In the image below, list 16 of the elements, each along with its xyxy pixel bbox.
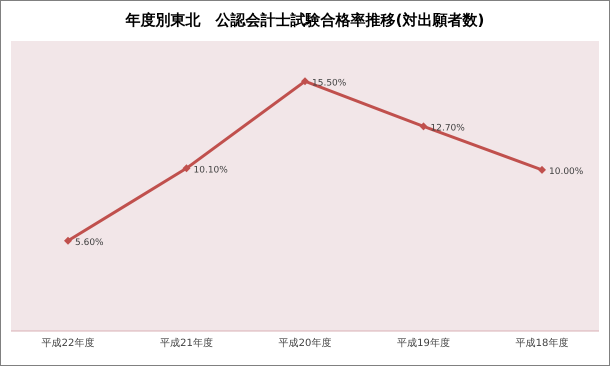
point: [64, 236, 72, 245]
data-label: 10.00%: [549, 166, 584, 177]
data-label: 15.50%: [312, 78, 347, 88]
point: [182, 164, 190, 172]
x-tick-label: 平成20年度: [278, 337, 332, 350]
chart-title: 年度別東北 公認会計士試験合格率推移(対出願者数): [124, 11, 486, 30]
x-tick-label: 平成21年度: [160, 337, 213, 350]
point: [420, 122, 428, 130]
data-label: 5.60%: [75, 238, 104, 248]
point: [301, 77, 309, 86]
data-label: 10.10%: [194, 165, 228, 176]
point: [538, 166, 546, 174]
data-label: 12.70%: [430, 123, 466, 134]
x-tick-label: 平成18年度: [516, 337, 568, 350]
x-tick-label: 平成19年度: [397, 337, 450, 350]
x-tick-label: 平成22年度: [42, 337, 94, 350]
